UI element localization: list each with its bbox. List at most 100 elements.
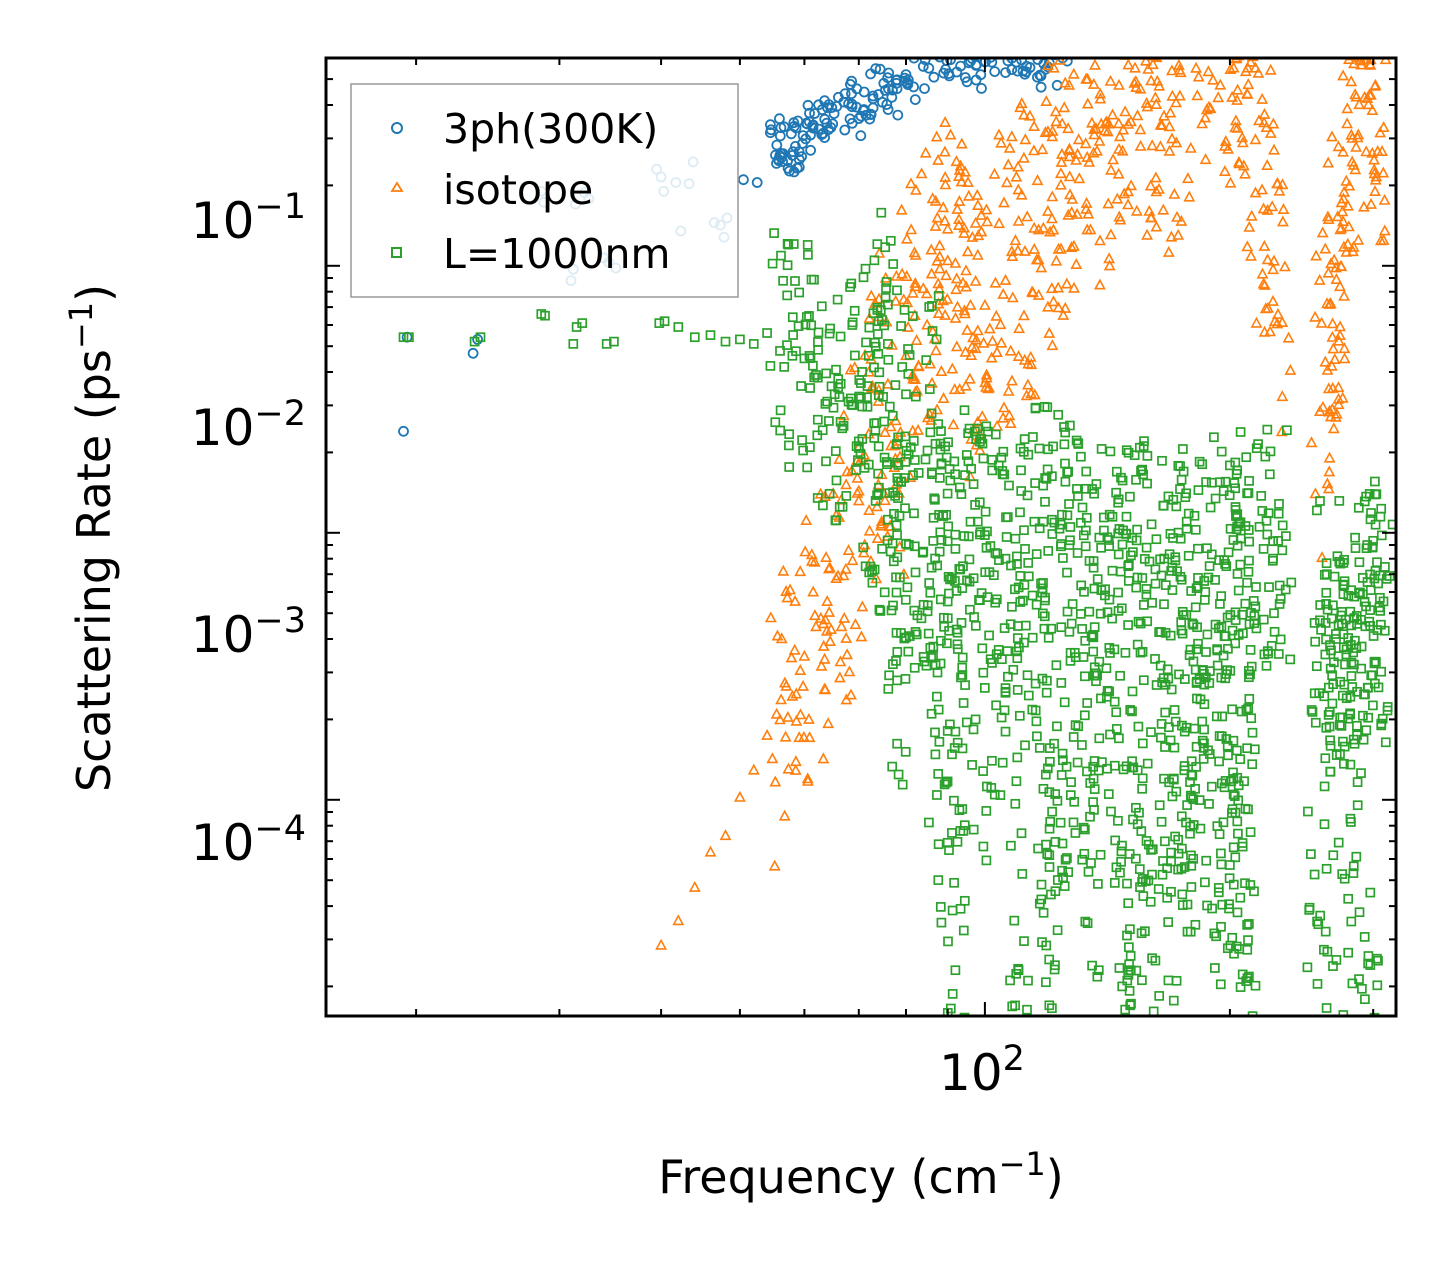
data-point-cloud [1214, 78, 1227, 90]
data-point-cloud [942, 726, 953, 736]
data-point-cloud [1056, 2, 1065, 11]
data-point-cloud [978, 841, 989, 852]
data-point-cloud [1245, 880, 1256, 890]
data-point-cloud [922, 606, 933, 617]
data-point [1087, 146, 1100, 158]
data-point-cloud [1027, 286, 1039, 298]
data-point-cloud [1179, 674, 1190, 684]
data-point-cloud [1066, 618, 1077, 629]
data-point-cloud [1000, 67, 1011, 78]
data-point-cloud [982, 382, 995, 394]
data-point-cloud [1348, 647, 1359, 658]
data-point-cloud [990, 48, 999, 57]
data-point-cloud [1116, 2, 1125, 11]
data-point-cloud [1139, 436, 1149, 446]
data-point-cloud [960, 264, 972, 276]
data-point-cloud [1129, 450, 1140, 461]
data-point-cloud [930, 727, 940, 738]
data-point-cloud [989, 66, 1001, 77]
data-point-cloud [1015, 188, 1028, 200]
data-point-cloud [1079, 848, 1090, 859]
data-point-cloud [985, 351, 998, 363]
data-point-cloud [1061, 40, 1070, 49]
data-point-cloud [1115, 867, 1125, 878]
data-point-cloud [1105, 33, 1114, 42]
data-point-cloud [1023, 690, 1034, 701]
data-point-cloud [1247, 1011, 1258, 1016]
data-point-cloud [1092, 8, 1101, 17]
data-point-cloud [820, 624, 833, 636]
data-point-cloud [1081, 18, 1090, 27]
data-point-cloud [1157, 869, 1168, 880]
data-point-cloud [787, 312, 798, 323]
data-point-cloud [1163, 491, 1174, 502]
data-point-cloud [1125, 1065, 1133, 1073]
data-point-cloud [1335, 196, 1348, 208]
data-point-cloud [1130, 22, 1139, 31]
data-point-cloud [995, 790, 1006, 800]
data-point [398, 425, 409, 437]
data-point-cloud [950, 272, 963, 284]
data-point-cloud [1364, 88, 1377, 100]
data-point-cloud [812, 430, 823, 441]
data-point [1312, 916, 1322, 927]
data-point-cloud [896, 267, 909, 279]
data-point-cloud [1346, 671, 1357, 681]
data-point-cloud [890, 490, 900, 501]
data-point-cloud [984, 630, 994, 641]
data-point-cloud [1166, 566, 1177, 576]
data-point-cloud [1160, 836, 1170, 847]
data-point-cloud [881, 283, 891, 293]
data-point [1072, 548, 1083, 558]
data-point [1258, 544, 1269, 554]
x-axis-label: Frequency (cm−1) [658, 1145, 1063, 1204]
data-point-cloud [1124, 959, 1134, 970]
data-point-cloud [1151, 680, 1162, 690]
data-point-cloud [1214, 623, 1224, 634]
data-point-cloud [1099, 19, 1108, 28]
data-point-cloud [937, 392, 950, 403]
data-point-cloud [1166, 132, 1178, 144]
data-point-cloud [1315, 496, 1325, 506]
data-point-cloud [782, 340, 792, 350]
data-point-cloud [1264, 63, 1277, 75]
data-point-cloud [940, 269, 953, 281]
data-point-cloud [930, 130, 943, 142]
data-point-cloud [1022, 670, 1033, 681]
data-point-cloud [1066, 777, 1076, 787]
data-point-cloud [1019, 133, 1032, 145]
data-point-cloud [1081, 512, 1092, 523]
data-point-cloud [1276, 215, 1289, 227]
data-point-cloud [1117, 11, 1126, 20]
data-point-cloud [1249, 186, 1262, 198]
data-point-cloud [944, 128, 957, 140]
data-point-cloud [809, 274, 819, 285]
data-point [821, 595, 834, 606]
data-point-cloud [978, 453, 989, 464]
data-point-cloud [1329, 410, 1342, 422]
data-point-cloud [1225, 460, 1235, 471]
data-point-cloud [1115, 566, 1126, 577]
data-point-cloud [1116, 603, 1127, 614]
data-point-cloud [1118, 187, 1131, 199]
data-point-cloud [844, 363, 857, 375]
data-point-cloud [1137, 738, 1148, 749]
data-point-cloud [1077, 624, 1087, 634]
data-point-cloud [1243, 220, 1256, 232]
data-point-cloud [933, 704, 944, 715]
data-point-cloud [967, 760, 977, 770]
data-point-cloud [1244, 555, 1254, 566]
data-point-cloud [1321, 477, 1334, 489]
data-point [883, 339, 893, 349]
data-point-cloud [1101, 125, 1114, 137]
data-point-cloud [1068, 817, 1079, 828]
data-point-cloud [1064, 499, 1074, 509]
data-point-cloud [960, 470, 970, 480]
data-point-cloud [847, 317, 858, 328]
data-point-cloud [1125, 8, 1134, 17]
data-point-cloud [1114, 524, 1125, 534]
data-point-cloud [1335, 260, 1348, 272]
data-point-cloud [869, 418, 879, 429]
data-point [1147, 0, 1156, 7]
data-point-cloud [1326, 330, 1339, 342]
